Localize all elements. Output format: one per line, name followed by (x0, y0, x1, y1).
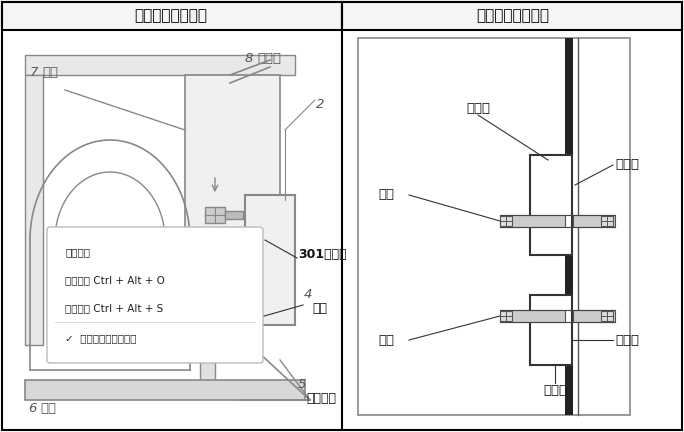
Text: 被控侵权产品特征: 被控侵权产品特征 (477, 9, 549, 23)
Bar (565, 38, 573, 415)
Text: 螺栓: 螺栓 (378, 334, 394, 346)
Bar (573, 215, 615, 227)
Text: 压板: 压板 (40, 401, 56, 414)
Text: 8: 8 (245, 51, 253, 64)
Bar (500, 311, 512, 321)
Bar (601, 311, 613, 321)
Text: 屏幕截图: 屏幕截图 (65, 247, 90, 257)
Bar (573, 310, 615, 322)
Text: 吸水槽: 吸水槽 (466, 102, 490, 114)
Text: 301工作腔: 301工作腔 (298, 248, 347, 261)
Text: 工作腔: 工作腔 (615, 334, 639, 346)
Bar (530, 155, 572, 255)
Text: 涉案专利技术特征: 涉案专利技术特征 (135, 9, 207, 23)
Bar (225, 211, 243, 219)
Text: 螺栓: 螺栓 (378, 188, 394, 201)
Bar (358, 38, 630, 415)
Bar (200, 310, 215, 390)
Bar (2, 2, 342, 30)
Bar (25, 75, 43, 345)
Text: 5: 5 (298, 378, 306, 391)
Text: 7: 7 (30, 66, 38, 79)
Bar (530, 295, 572, 365)
Bar (25, 380, 305, 400)
Bar (500, 310, 565, 322)
Text: 第一活叶: 第一活叶 (306, 391, 336, 404)
Bar (601, 216, 613, 226)
Text: ✓  截图时隐藏当前窗口: ✓ 截图时隐藏当前窗口 (65, 333, 137, 343)
Text: 固定座: 固定座 (257, 51, 281, 64)
Text: 吸水口: 吸水口 (543, 384, 567, 397)
Text: 6: 6 (28, 401, 36, 414)
Text: 屏幕录制 Ctrl + Alt + S: 屏幕录制 Ctrl + Alt + S (65, 303, 163, 313)
Bar (245, 195, 295, 325)
Bar (185, 75, 280, 320)
Bar (342, 2, 682, 30)
Bar (500, 215, 565, 227)
Text: 立板: 立板 (312, 302, 327, 314)
Bar (25, 55, 295, 75)
Text: 4: 4 (304, 289, 313, 302)
Text: 2: 2 (316, 98, 324, 111)
FancyBboxPatch shape (47, 227, 263, 363)
Text: 吸水口: 吸水口 (615, 159, 639, 172)
Bar (500, 216, 512, 226)
Text: 屏幕识图 Ctrl + Alt + O: 屏幕识图 Ctrl + Alt + O (65, 275, 165, 285)
Text: 螺栓: 螺栓 (42, 66, 58, 79)
Bar (205, 207, 225, 223)
